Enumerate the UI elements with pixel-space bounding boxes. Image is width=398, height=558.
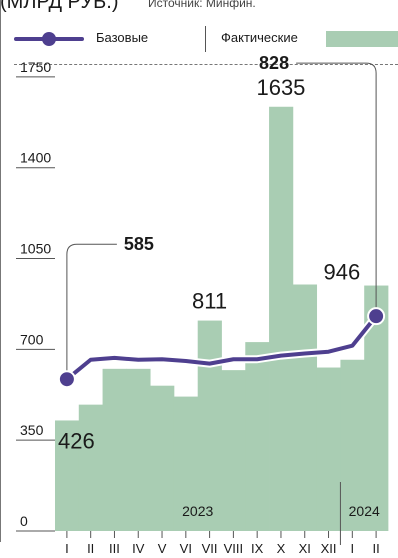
- x-tick-label-1: I: [65, 541, 69, 556]
- base-line-marker-1: [57, 370, 76, 389]
- chart-unit-title: (МЛРД РУБ.): [0, 0, 119, 13]
- y-tick-label-1050: 1050: [20, 241, 51, 257]
- year-label-2024: 2024: [349, 503, 380, 519]
- bar-9: [245, 342, 270, 531]
- x-tick-label-6: VI: [180, 541, 192, 556]
- x-tick-label-8: VIII: [224, 541, 244, 556]
- bar-value-label-1: 426: [58, 428, 95, 453]
- legend-divider: [205, 26, 206, 52]
- bar-8: [221, 370, 246, 531]
- bar-2: [78, 404, 103, 531]
- year-label-2023: 2023: [182, 503, 213, 519]
- x-tick-label-13: I: [350, 541, 354, 556]
- callout-leader-585: [66, 243, 117, 372]
- bar-12: [316, 367, 341, 531]
- legend-swatch-actual-bar: [326, 31, 398, 47]
- x-tick-label-10: X: [277, 541, 286, 556]
- chart-source-note: Источник: Минфин.: [148, 0, 256, 10]
- bar-7: [197, 320, 222, 531]
- x-tick-label-14: II: [372, 541, 379, 556]
- bar-5: [150, 385, 175, 531]
- x-tick-label-2: II: [87, 541, 94, 556]
- chart-left-frame: [0, 0, 1, 542]
- bar-value-label-7: 811: [192, 289, 227, 314]
- bar-value-label-10: 1635: [256, 75, 305, 100]
- callout-label-828: 828: [259, 53, 289, 73]
- bar-6: [173, 396, 199, 531]
- y-tick-label-1400: 1400: [20, 150, 51, 166]
- callout-leader-828: [296, 62, 377, 309]
- bar-13: [340, 359, 365, 531]
- y-tick-label-350: 350: [20, 422, 44, 438]
- base-line-marker-14: [367, 307, 386, 326]
- bar-10: [269, 106, 294, 531]
- x-tick-label-11: XI: [299, 541, 311, 556]
- bar-value-label-14: 946: [323, 260, 360, 285]
- base-line: [64, 314, 379, 382]
- bar-4: [126, 368, 151, 531]
- legend-separator: [14, 64, 398, 65]
- callout-label-585: 585: [124, 234, 154, 254]
- y-tick-label-0: 0: [20, 513, 28, 529]
- legend-label-base: Базовые: [96, 30, 149, 45]
- x-tick-label-12: XII: [321, 541, 337, 556]
- chart-legend: Базовые Фактические: [0, 26, 398, 52]
- x-tick-label-4: IV: [132, 541, 145, 556]
- bar-3: [102, 368, 127, 531]
- x-tick-label-5: V: [158, 541, 167, 556]
- legend-swatch-base-marker: [42, 32, 56, 46]
- x-tick-label-7: VII: [202, 541, 218, 556]
- y-tick-label-1750: 1750: [20, 59, 51, 75]
- x-tick-label-3: III: [109, 541, 120, 556]
- chart-header: (МЛРД РУБ.) Источник: Минфин.: [0, 0, 398, 14]
- x-tick-label-9: IX: [251, 541, 264, 556]
- bar-11: [292, 284, 318, 531]
- y-tick-label-700: 700: [20, 331, 44, 347]
- bar-1: [55, 420, 80, 531]
- legend-label-actual: Фактические: [221, 30, 298, 45]
